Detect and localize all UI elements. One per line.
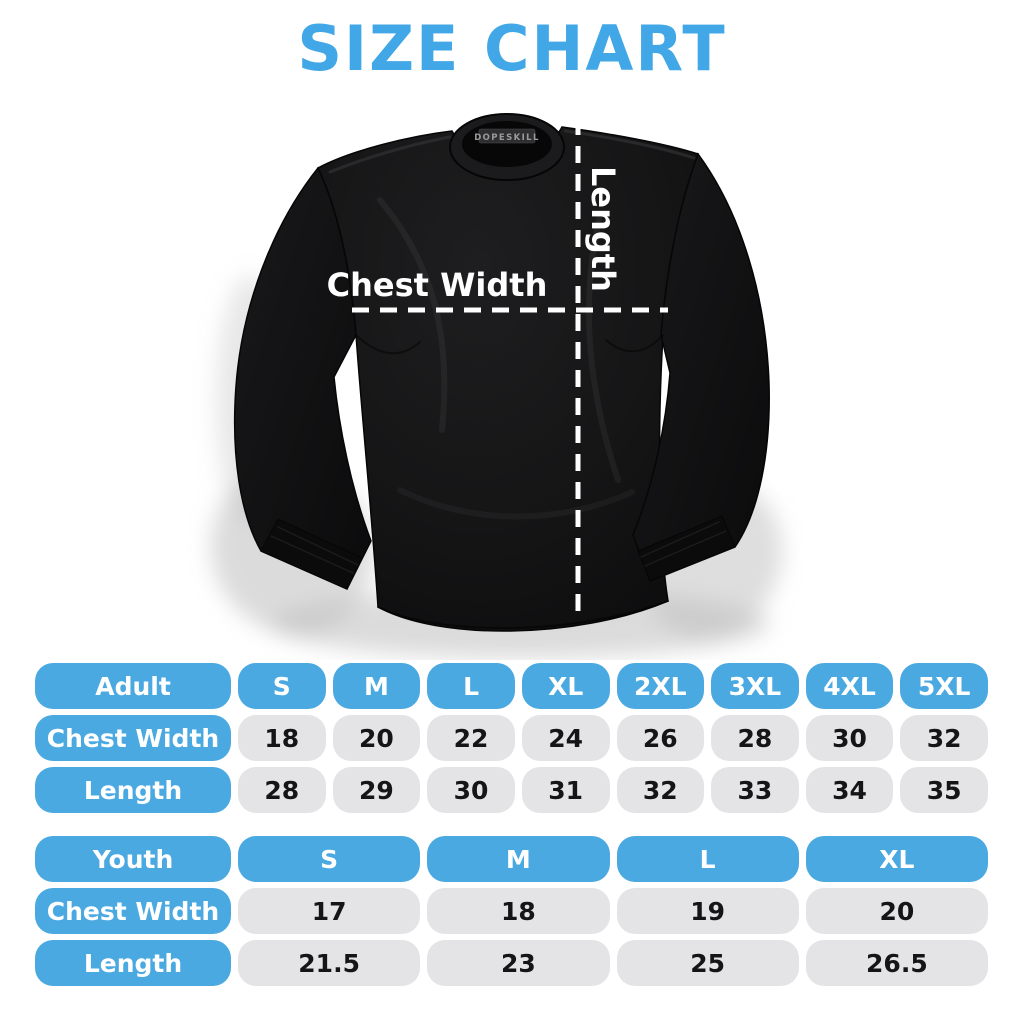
value-cell: 30 <box>427 767 515 813</box>
adult-size-table: Adult S M L XL 2XL 3XL 4XL 5XL Chest Wid… <box>35 663 988 813</box>
value-cell: 34 <box>805 767 894 813</box>
value-cell: 25 <box>616 940 799 986</box>
value-cell: 30 <box>805 715 894 761</box>
adult-table-title: Adult <box>35 663 231 709</box>
value-cell: 22 <box>427 715 515 761</box>
size-column-header: 5XL <box>900 663 988 709</box>
left-cuff-ribs <box>270 526 359 574</box>
long-sleeve-shirt: DOPESKILL <box>233 113 770 632</box>
size-column-header: M <box>427 836 610 882</box>
size-column-header: XL <box>805 836 988 882</box>
youth-header-row: Youth S M L XL <box>35 836 988 882</box>
collar-tag <box>478 128 536 144</box>
value-cell: 32 <box>900 715 988 761</box>
fabric-folds <box>328 129 696 629</box>
value-cell: 32 <box>616 767 705 813</box>
value-cell: 23 <box>427 940 610 986</box>
size-column-header: XL <box>521 663 610 709</box>
value-cell: 29 <box>332 767 421 813</box>
right-cuff-ribs <box>640 521 727 567</box>
value-cell: 20 <box>332 715 421 761</box>
adult-length-row: Length 28 29 30 31 32 33 34 35 <box>35 767 988 813</box>
youth-table-title: Youth <box>35 836 231 882</box>
size-column-header: 4XL <box>805 663 894 709</box>
value-cell: 33 <box>711 767 799 813</box>
page-title: SIZE CHART <box>297 12 727 85</box>
row-label: Length <box>35 940 231 986</box>
size-column-header: L <box>616 836 799 882</box>
chest-width-label: Chest Width <box>327 266 548 304</box>
value-cell: 24 <box>521 715 610 761</box>
youth-length-row: Length 21.5 23 25 26.5 <box>35 940 988 986</box>
youth-chest-width-row: Chest Width 17 18 19 20 <box>35 888 988 934</box>
adult-chest-width-row: Chest Width 18 20 22 24 26 28 30 32 <box>35 715 988 761</box>
collar-opening <box>462 121 552 167</box>
row-label: Chest Width <box>35 888 231 934</box>
value-cell: 31 <box>521 767 610 813</box>
adult-header-row: Adult S M L XL 2XL 3XL 4XL 5XL <box>35 663 988 709</box>
value-cell: 28 <box>238 767 326 813</box>
size-column-header: S <box>238 663 326 709</box>
value-cell: 20 <box>805 888 988 934</box>
value-cell: 17 <box>238 888 421 934</box>
size-column-header: M <box>332 663 421 709</box>
shirt-measurement-diagram: DOPESKILL Chest Width Length <box>210 113 783 658</box>
value-cell: 18 <box>427 888 610 934</box>
size-column-header: S <box>238 836 421 882</box>
value-cell: 35 <box>900 767 988 813</box>
value-cell: 28 <box>711 715 799 761</box>
value-cell: 26.5 <box>805 940 988 986</box>
collar-tag-label: DOPESKILL <box>474 133 540 143</box>
row-label: Chest Width <box>35 715 231 761</box>
length-label: Length <box>584 166 622 292</box>
size-column-header: 2XL <box>616 663 705 709</box>
size-column-header: L <box>427 663 515 709</box>
youth-size-table: Youth S M L XL Chest Width 17 18 19 20 L… <box>35 836 988 986</box>
value-cell: 21.5 <box>238 940 421 986</box>
row-label: Length <box>35 767 231 813</box>
size-column-header: 3XL <box>711 663 799 709</box>
value-cell: 18 <box>238 715 326 761</box>
value-cell: 26 <box>616 715 705 761</box>
value-cell: 19 <box>616 888 799 934</box>
